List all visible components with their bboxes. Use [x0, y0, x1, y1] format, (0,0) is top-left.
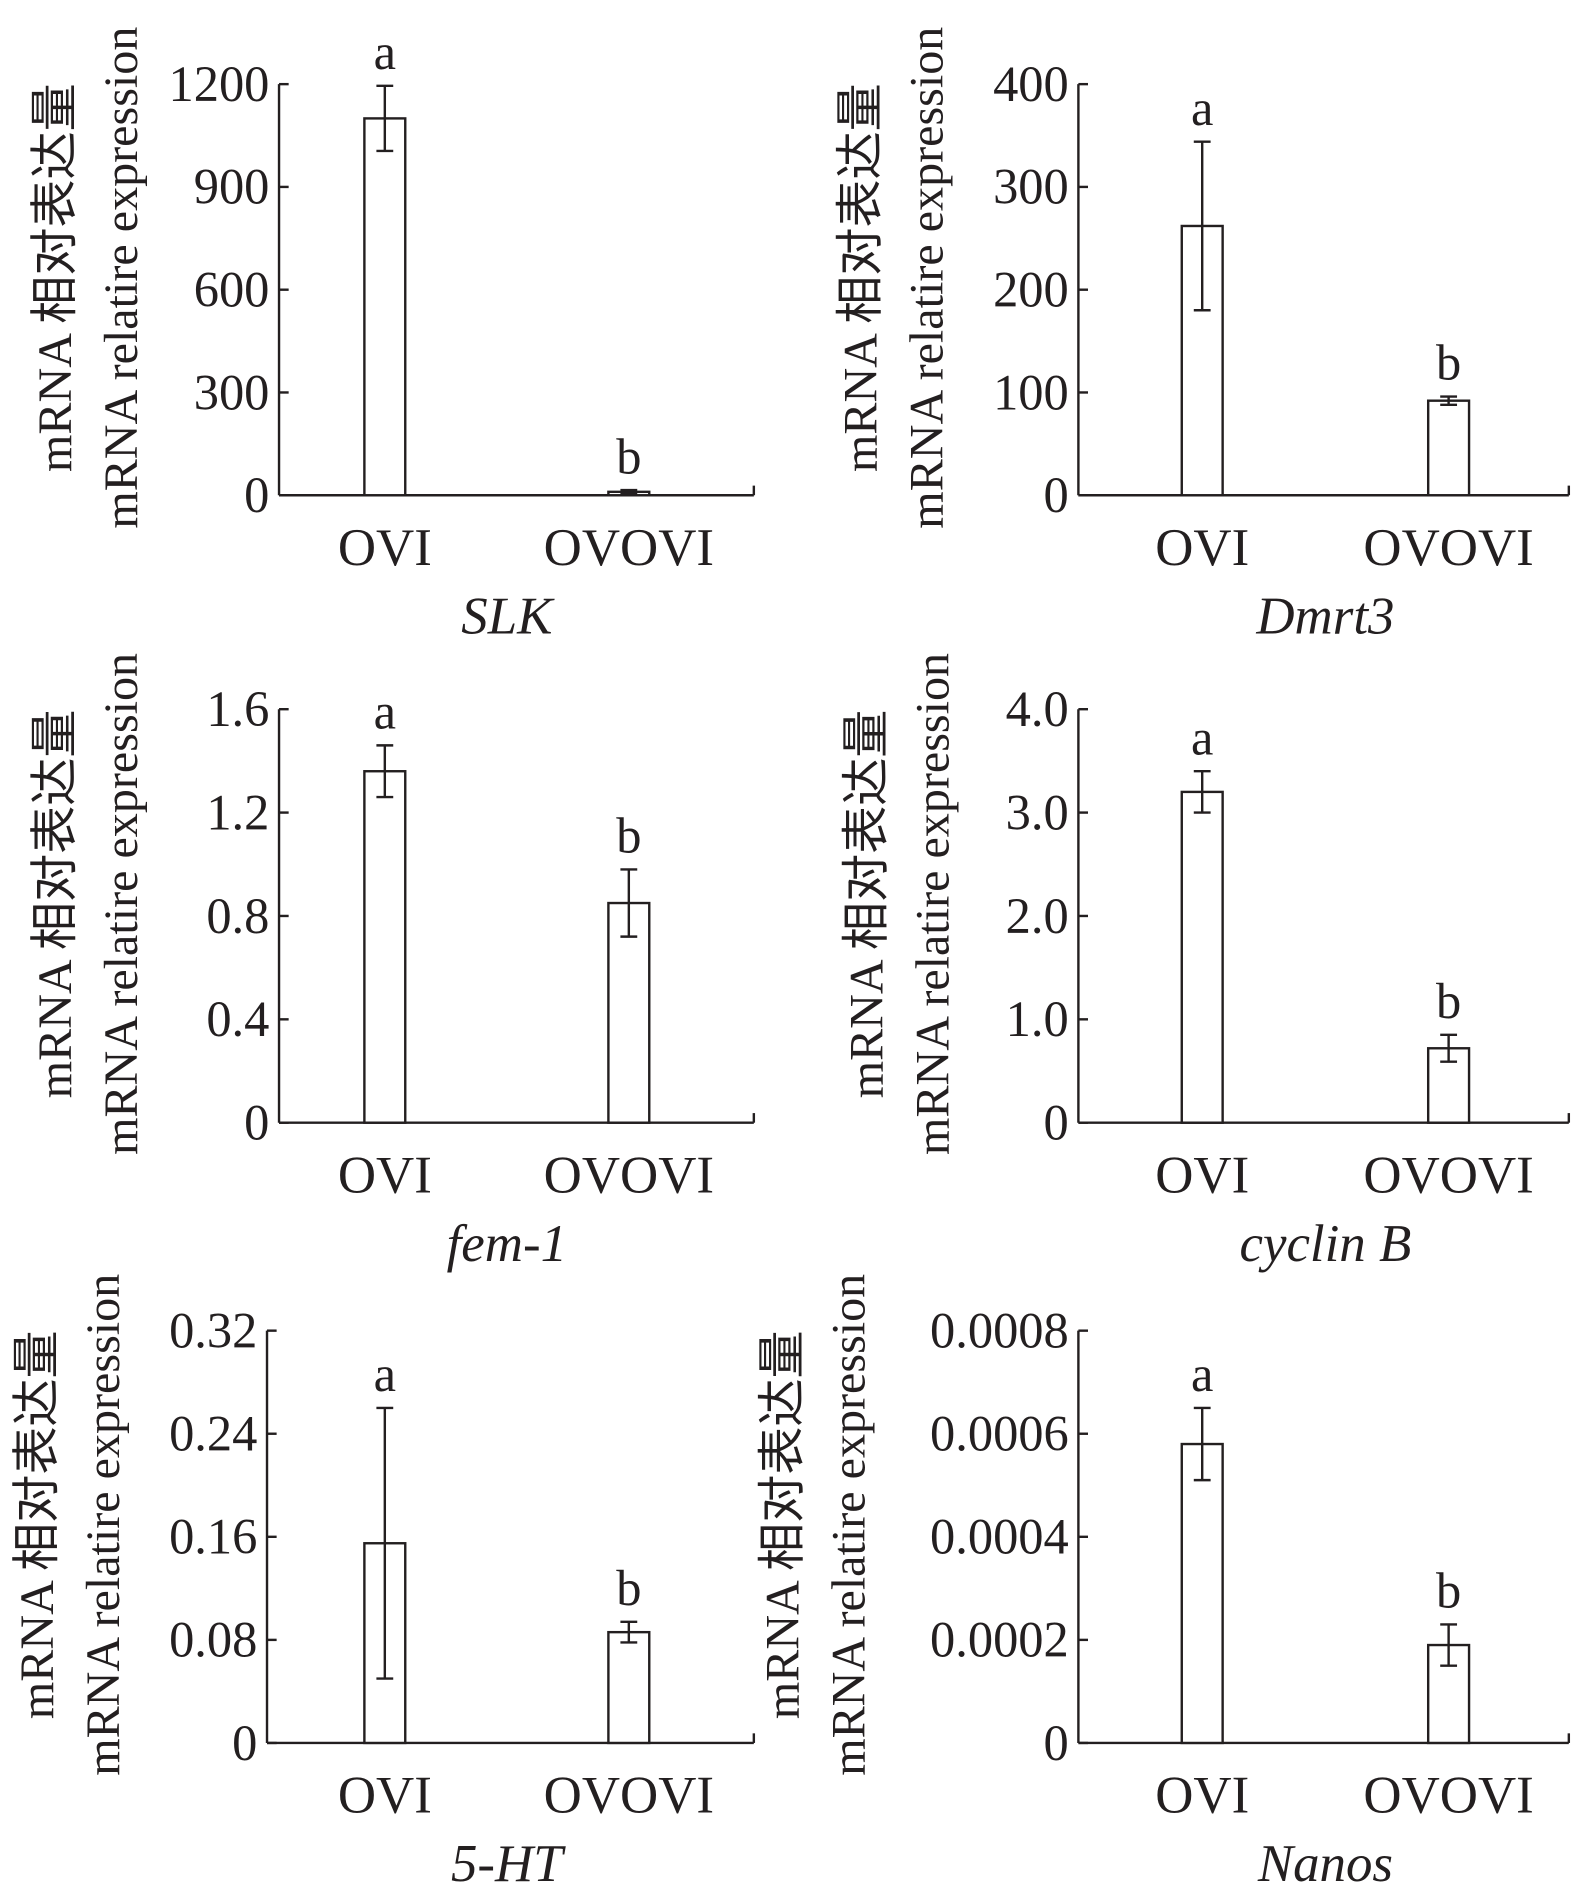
y-tick-label: 200 [993, 262, 1069, 318]
y-tick-label: 0.0002 [930, 1612, 1069, 1668]
y-tick-label: 0 [1044, 1715, 1069, 1771]
y-tick-label: 0 [244, 467, 269, 523]
significance-letter: b [1436, 973, 1461, 1029]
gene-title: SLK [461, 587, 555, 645]
gene-title: Nanos [1257, 1835, 1393, 1886]
x-tick-label: OVOVI [544, 1146, 714, 1204]
chart-panel-fem-1: 0 0.4 0.8 1.2 1.6 a OVI b OVOVI fem-1 mRNA 相对表达量 mR… [29, 653, 756, 1273]
x-tick-label: OVI [338, 519, 432, 577]
y-tick-label: 2.0 [1006, 888, 1069, 944]
bar-ovovi [607, 901, 651, 1124]
significance-letter: a [374, 1346, 396, 1402]
y-tick-label: 1.0 [1006, 991, 1069, 1047]
bar-ovovi [1426, 399, 1471, 497]
y-tick-label: 1200 [168, 56, 269, 112]
y-tick-label: 3.0 [1006, 784, 1069, 840]
bar-ovi [363, 770, 407, 1124]
y-tick-label: 1.6 [206, 681, 269, 737]
y-tick-label: 0.0006 [930, 1406, 1069, 1462]
significance-letter: b [1436, 335, 1461, 391]
y-axis-label: mRNA 相对表达量 [29, 710, 82, 1099]
gene-title: Dmrt3 [1255, 587, 1394, 645]
y-tick-label: 0.16 [169, 1509, 257, 1565]
x-tick-label: OVI [338, 1146, 432, 1204]
y-tick-label: 0.0008 [930, 1302, 1069, 1358]
y-tick-label: 0.24 [169, 1406, 257, 1462]
gene-title: fem-1 [447, 1215, 567, 1273]
significance-letter: a [374, 24, 396, 80]
y-tick-label: 300 [194, 364, 270, 420]
y-tick-label: 0.4 [206, 991, 269, 1047]
bar-ovi [363, 117, 407, 497]
x-tick-label: OVOVI [1363, 519, 1533, 577]
x-tick-label: OVI [338, 1767, 432, 1825]
bar-ovi [1180, 790, 1224, 1124]
y-tick-label: 100 [993, 364, 1069, 420]
x-tick-label: OVI [1155, 1767, 1249, 1825]
y-axis-label: mRNA 相对表达量 [756, 1330, 809, 1719]
y-tick-label: 0 [244, 1095, 269, 1151]
y-tick-label: 300 [993, 159, 1069, 215]
y-tick-label: 400 [993, 56, 1069, 112]
y-tick-label: 0 [1044, 1095, 1069, 1151]
y-tick-label: 1.2 [206, 784, 269, 840]
y-axis-label: mRNA relatire expression [907, 653, 960, 1155]
bar-ovovi [607, 1630, 651, 1745]
y-axis-label: mRNA 相对表达量 [29, 83, 82, 472]
x-tick-label: OVOVI [544, 1767, 714, 1825]
significance-letter: a [374, 684, 396, 740]
significance-letter: b [616, 808, 641, 864]
chart-panel-slk: 0 300 600 900 1200 a OVI b OVOVI SLK mRNA 相对表达量 mRN… [29, 24, 756, 645]
x-tick-label: OVI [1155, 1146, 1249, 1204]
y-axis-label: mRNA 相对表达量 [840, 710, 893, 1099]
gene-title: cyclin B [1240, 1215, 1412, 1273]
x-tick-label: OVOVI [544, 519, 714, 577]
y-tick-label: 0.32 [169, 1302, 257, 1358]
bar-ovi [1180, 1442, 1224, 1745]
significance-letter: b [1436, 1563, 1461, 1619]
significance-letter: b [616, 428, 641, 484]
y-axis-label: mRNA relatire expression [77, 1274, 130, 1776]
significance-letter: a [1191, 80, 1213, 136]
y-axis-label: mRNA relatire expression [901, 27, 954, 529]
y-axis-label: mRNA relatire expression [95, 653, 148, 1155]
y-axis-label: mRNA 相对表达量 [11, 1330, 64, 1719]
significance-letter: a [1191, 1346, 1213, 1402]
chart-panel-5-ht: 0 0.08 0.16 0.24 0.32 a OVI b OVOVI 5-HT mRNA 相对表达… [11, 1274, 756, 1886]
y-tick-label: 0.0004 [930, 1509, 1069, 1565]
y-tick-label: 0.8 [206, 888, 269, 944]
y-tick-label: 4.0 [1006, 681, 1069, 737]
y-tick-label: 0 [232, 1715, 257, 1771]
y-tick-label: 900 [194, 159, 270, 215]
significance-letter: a [1191, 709, 1213, 765]
chart-panel-cyclin-b: 0 1.0 2.0 3.0 4.0 a OVI b OVOVI cyclin B mRNA 相对表达… [840, 653, 1571, 1273]
gene-title: 5-HT [451, 1835, 566, 1886]
chart-panel-nanos: 0 0.0002 0.0004 0.0006 0.0008 a OVI b OVOVI Nanos… [756, 1274, 1571, 1886]
chart-panel-dmrt3: 0 100 200 300 400 a OVI b OVOVI Dmrt3 mRNA 相对表达量 mR… [834, 27, 1571, 645]
y-axis-label: mRNA relatire expression [822, 1274, 875, 1776]
x-tick-label: OVOVI [1363, 1767, 1533, 1825]
x-tick-label: OVI [1155, 519, 1249, 577]
y-tick-label: 0.08 [169, 1612, 257, 1668]
y-tick-label: 600 [194, 262, 270, 318]
y-axis-label: mRNA 相对表达量 [834, 83, 887, 472]
significance-letter: b [616, 1560, 641, 1616]
x-tick-label: OVOVI [1363, 1146, 1533, 1204]
y-tick-label: 0 [1044, 467, 1069, 523]
y-axis-label: mRNA relatire expression [95, 27, 148, 529]
